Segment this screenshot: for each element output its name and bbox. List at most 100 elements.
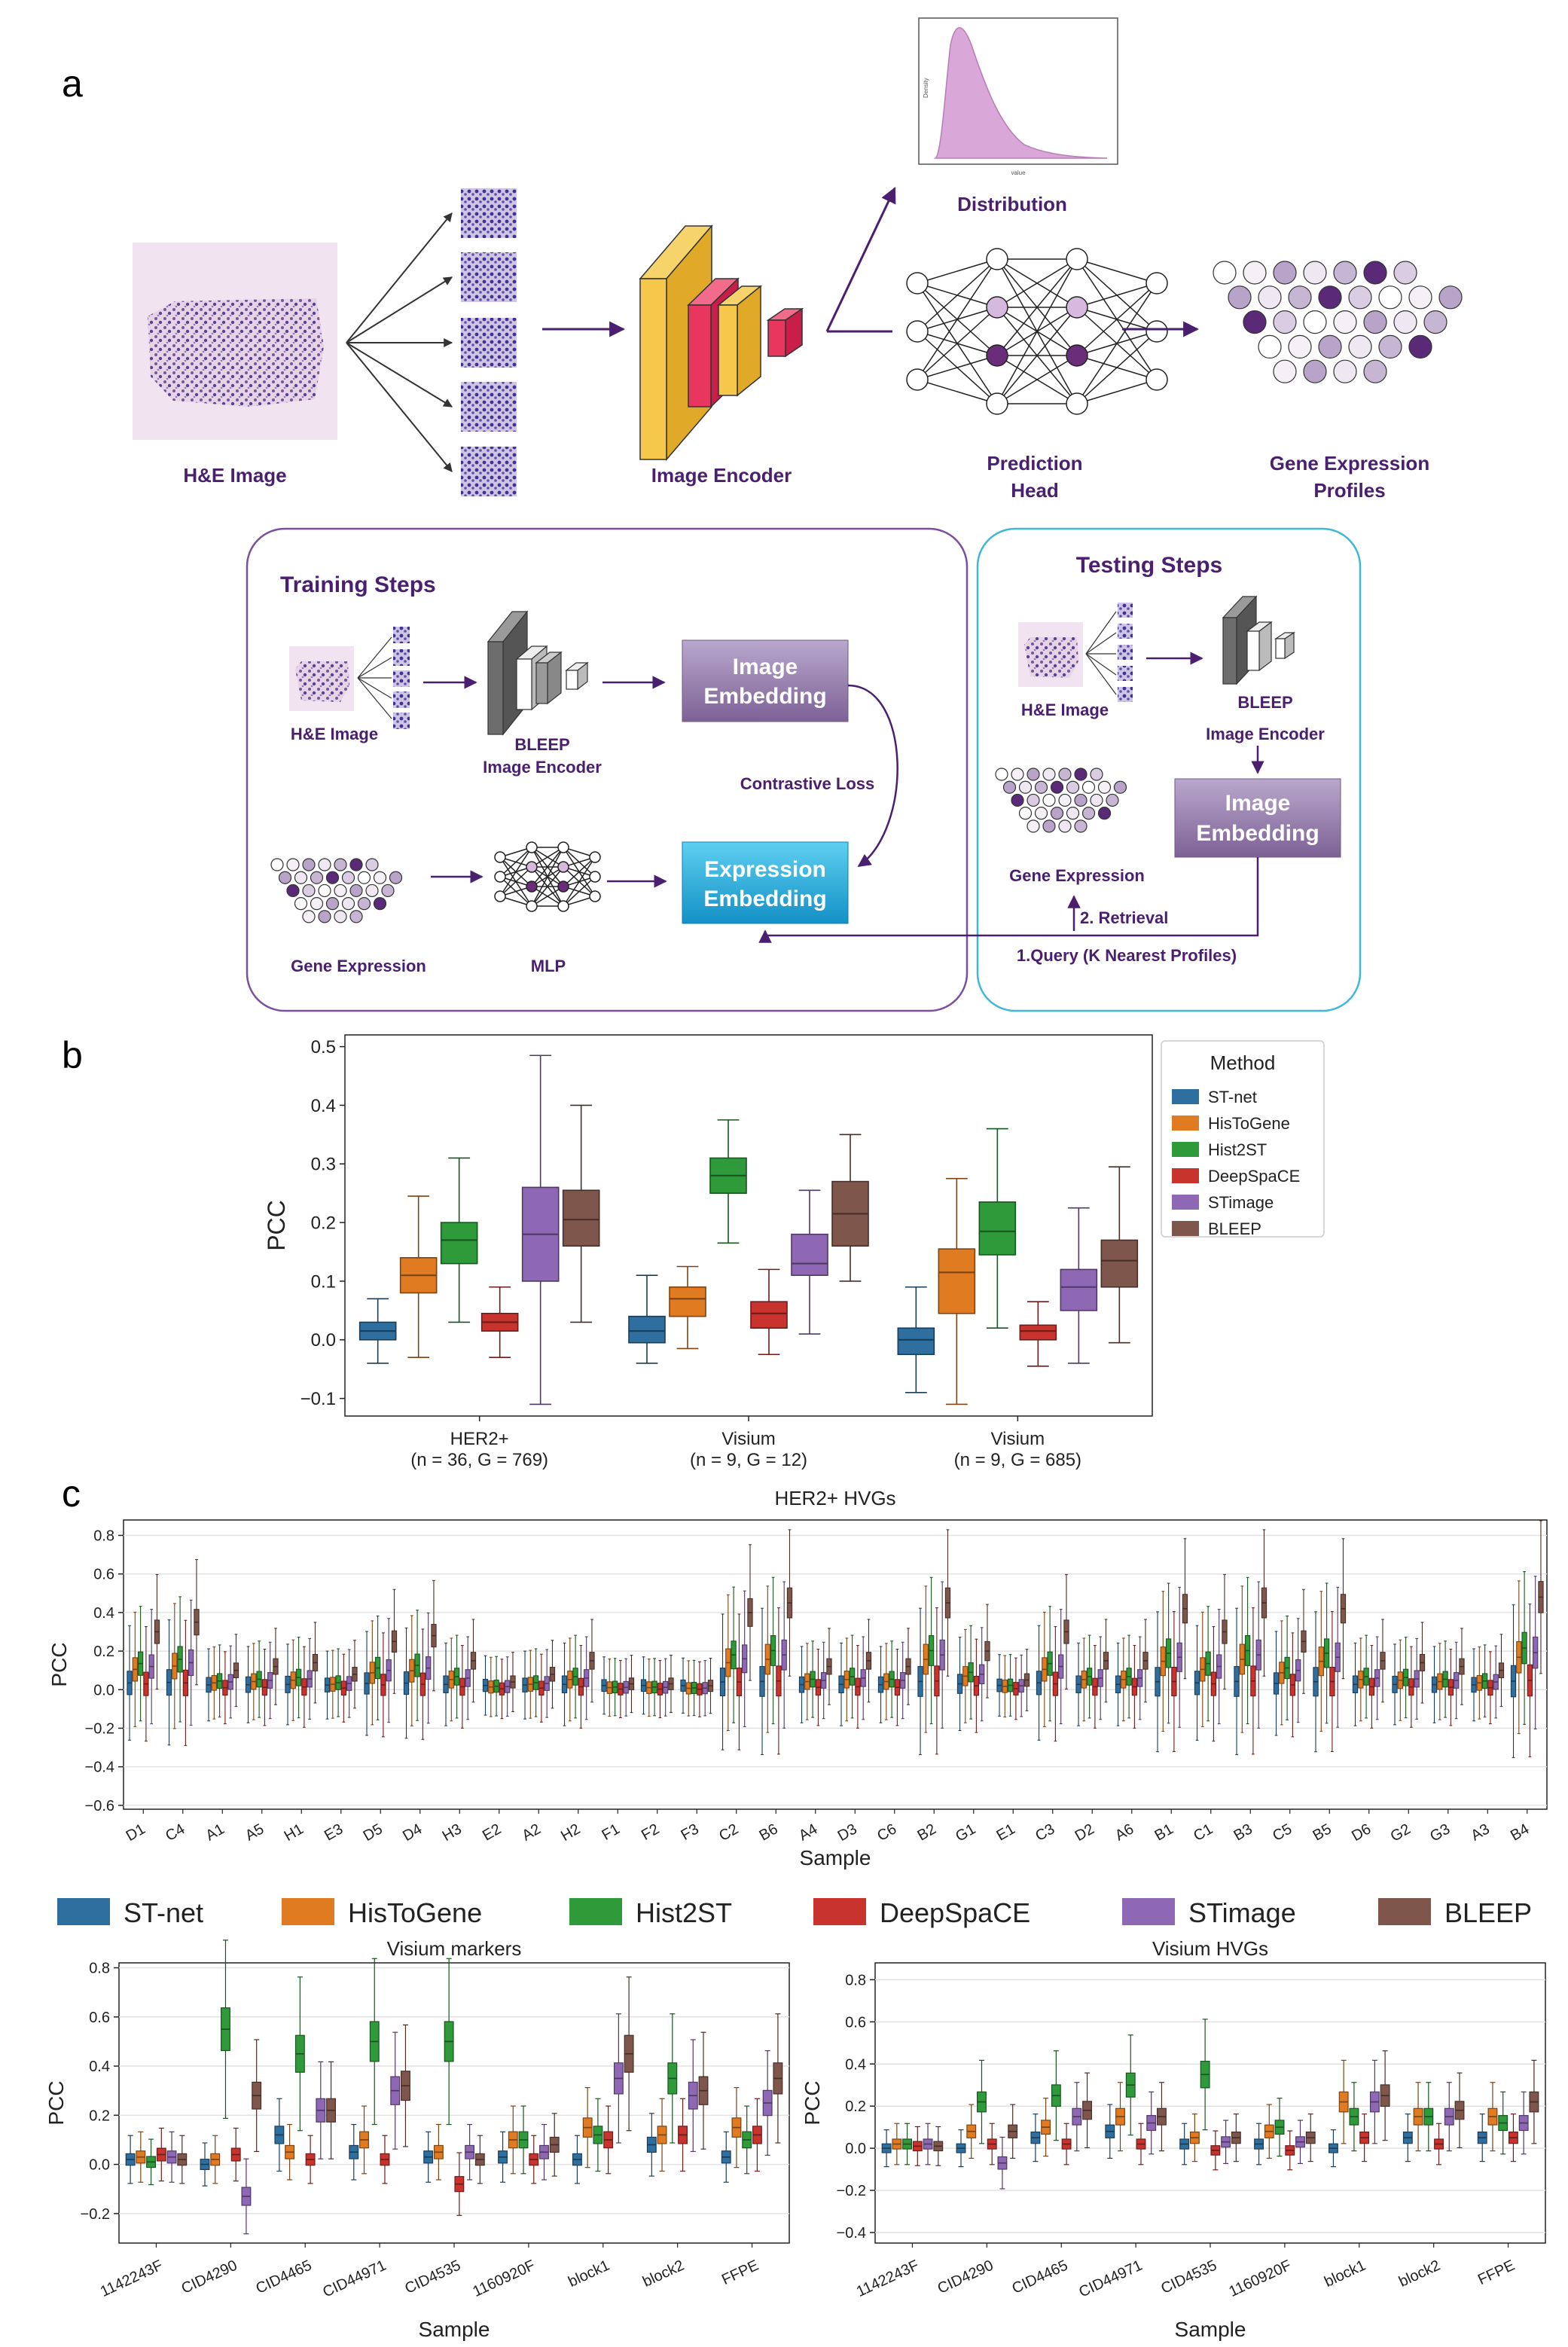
distribution-label: Distribution	[957, 193, 1067, 215]
x-axis-label: Sample	[800, 1846, 871, 1869]
expression-dot	[334, 858, 347, 871]
plot-frame	[123, 1519, 1548, 1810]
expression-dot	[310, 897, 324, 911]
legend-label: STimage	[1188, 1897, 1296, 1928]
expression-dot	[341, 897, 355, 911]
expression-dot	[381, 884, 395, 898]
chart-c-visium-hvgs: −0.4 −0.2 0.0 0.2 0.4 0.6 0.8 Visium HVGs PCC Sam…	[801, 1937, 1546, 2341]
net-edge	[917, 258, 998, 284]
legend-swatch	[1172, 1221, 1199, 1236]
expression-dot	[294, 897, 308, 911]
expression-dot	[1288, 285, 1312, 310]
net-node	[906, 368, 929, 391]
net-node	[589, 851, 601, 863]
net-edge	[531, 847, 564, 868]
y-tick-label: 0.3	[311, 1155, 336, 1175]
x-tick-label: CID44971	[1076, 2257, 1145, 2301]
net-node	[494, 890, 506, 902]
gene-expr-label-1: Gene Expression	[1270, 452, 1429, 475]
expression-dot	[1074, 768, 1088, 781]
expression-embedding-1: Expression	[704, 857, 826, 882]
legend-label: Hist2ST	[1208, 1140, 1267, 1159]
expression-dot	[1333, 310, 1357, 334]
expression-dot	[1378, 285, 1402, 310]
legend-swatch	[1172, 1168, 1199, 1183]
expression-dot	[1097, 780, 1112, 794]
x-tick-label: G2	[1388, 1821, 1414, 1845]
y-axis-label: PCC	[263, 1200, 290, 1251]
legend-title: Method	[1210, 1051, 1276, 1074]
net-node	[589, 890, 601, 902]
net-node	[557, 900, 569, 912]
training-gene-expr-label: Gene Expression	[291, 957, 426, 975]
he-tissue	[148, 298, 324, 407]
expression-dot	[365, 884, 379, 898]
expression-dot	[302, 884, 316, 898]
legend-swatch	[1172, 1195, 1199, 1210]
net-node	[1145, 368, 1168, 391]
expression-dot	[278, 871, 292, 884]
x-tick-label: CID4535	[1158, 2257, 1219, 2297]
net-node	[1145, 272, 1168, 295]
expression-dot	[1303, 310, 1327, 334]
expression-dot	[341, 871, 355, 884]
y-tick-label: −0.4	[837, 2225, 866, 2242]
contrastive-loss-label: Contrastive Loss	[740, 774, 875, 793]
expression-dot	[1303, 261, 1327, 285]
expression-dot	[1393, 310, 1417, 334]
chart-c-her2: −0.6 −0.4 −0.2 0.0 0.2 0.4 0.6 0.8 HER2+ HVGs PCC…	[47, 1487, 1548, 1869]
box	[669, 1286, 706, 1317]
x-tick-label: Visium	[721, 1429, 776, 1449]
y-tick-label: 0.0	[93, 1682, 114, 1698]
net-node	[526, 861, 538, 873]
y-tick-label: 0.8	[93, 1528, 114, 1544]
x-tick-label: B4	[1508, 1821, 1532, 1844]
expression-dot	[1074, 793, 1088, 807]
y-tick-label: −0.1	[300, 1389, 336, 1409]
patches	[461, 188, 517, 496]
expression-dot	[334, 910, 347, 923]
testing-he-label: H&E Image	[1021, 700, 1109, 719]
net-edge	[1076, 282, 1158, 308]
y-tick-label: 0.4	[311, 1096, 336, 1116]
y-tick-label: 0.4	[845, 2056, 866, 2073]
expression-dot	[1066, 780, 1080, 794]
net-edge	[917, 258, 998, 380]
expression-dot	[1058, 793, 1072, 807]
chart-title: Visium markers	[387, 1937, 522, 1960]
net-node	[557, 881, 569, 893]
expression-dot	[1408, 285, 1432, 310]
expression-dot	[1042, 819, 1056, 833]
panel-letter-c: c	[62, 1473, 81, 1515]
net-edge	[531, 866, 564, 907]
distribution-ylabel: Density	[923, 78, 929, 98]
y-tick-label: 0.0	[845, 2141, 866, 2157]
chart-title: Visium HVGs	[1152, 1937, 1268, 1960]
x-axis-label: Sample	[1175, 2318, 1246, 2341]
x-tick-label: F2	[639, 1821, 662, 1844]
x-tick-label: FFPE	[1475, 2257, 1518, 2289]
x-tick-label: A3	[1469, 1821, 1493, 1844]
y-tick-label: −0.2	[837, 2183, 866, 2199]
expression-dot	[318, 858, 331, 871]
expression-dot	[286, 884, 300, 898]
testing-bleep-encoder	[1222, 595, 1295, 685]
y-tick-label: −0.2	[85, 1720, 114, 1737]
y-tick-label: 0.4	[89, 2059, 110, 2075]
net-node	[526, 900, 538, 912]
x-tick-label: A1	[203, 1821, 227, 1844]
net-edge	[531, 847, 564, 887]
net-edge	[563, 856, 596, 907]
expression-dot	[1258, 285, 1282, 310]
net-node	[557, 841, 569, 853]
testing-steps: Testing Steps H&E Image BLEEP Image En	[758, 527, 1362, 1012]
y-tick-label: 0.6	[93, 1567, 114, 1583]
box	[938, 1248, 976, 1314]
net-edge	[996, 307, 1078, 404]
y-tick-label: 0.5	[311, 1037, 336, 1058]
x-tick-label: E2	[480, 1821, 504, 1844]
net-edge	[1076, 258, 1158, 284]
expression-dot	[1090, 768, 1103, 781]
distribution-xlabel: value	[1011, 169, 1026, 176]
